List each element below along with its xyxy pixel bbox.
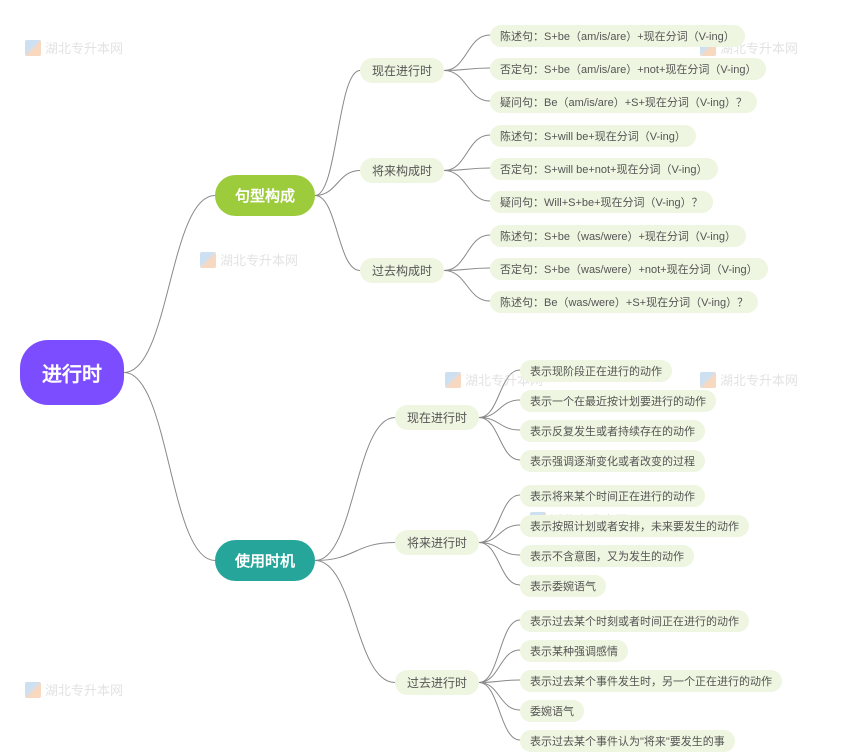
leaf-node: 表示反复发生或者持续存在的动作 <box>520 420 705 442</box>
leaf-node: 委婉语气 <box>520 700 584 722</box>
level2-node: 将来进行时 <box>395 530 479 555</box>
leaf-node: 表示不含意图，又为发生的动作 <box>520 545 694 567</box>
level2-node: 过去进行时 <box>395 670 479 695</box>
watermark: 湖北专升本网 <box>25 680 123 699</box>
leaf-node: 表示过去某个事件认为"将来"要发生的事 <box>520 730 735 752</box>
level1-node: 使用时机 <box>215 540 315 581</box>
leaf-node: 表示某种强调感情 <box>520 640 628 662</box>
leaf-node: 表示一个在最近按计划要进行的动作 <box>520 390 716 412</box>
leaf-node: 表示按照计划或者安排，未来要发生的动作 <box>520 515 749 537</box>
level2-node: 现在进行时 <box>360 58 444 83</box>
level2-node: 过去构成时 <box>360 258 444 283</box>
level2-node: 将来构成时 <box>360 158 444 183</box>
watermark: 湖北专升本网 <box>200 250 298 269</box>
leaf-node: 否定句：S+will be+not+现在分词（V-ing） <box>490 158 718 180</box>
leaf-node: 表示强调逐渐变化或者改变的过程 <box>520 450 705 472</box>
leaf-node: 陈述句：S+be（was/were）+现在分词（V-ing） <box>490 225 746 247</box>
leaf-node: 疑问句：Be（am/is/are）+S+现在分词（V-ing）？ <box>490 91 757 113</box>
leaf-node: 陈述句：S+will be+现在分词（V-ing） <box>490 125 696 147</box>
leaf-node: 陈述句：S+be（am/is/are）+现在分词（V-ing） <box>490 25 745 47</box>
level2-node: 现在进行时 <box>395 405 479 430</box>
leaf-node: 表示过去某个事件发生时，另一个正在进行的动作 <box>520 670 782 692</box>
leaf-node: 表示委婉语气 <box>520 575 606 597</box>
watermark: 湖北专升本网 <box>700 370 798 389</box>
leaf-node: 否定句：S+be（am/is/are）+not+现在分词（V-ing） <box>490 58 766 80</box>
leaf-node: 表示过去某个时刻或者时间正在进行的动作 <box>520 610 749 632</box>
root-node: 进行时 <box>20 340 124 405</box>
watermark: 湖北专升本网 <box>25 38 123 57</box>
leaf-node: 陈述句：Be（was/were）+S+现在分词（V-ing）？ <box>490 291 758 313</box>
leaf-node: 疑问句：Will+S+be+现在分词（V-ing）？ <box>490 191 713 213</box>
level1-node: 句型构成 <box>215 175 315 216</box>
leaf-node: 否定句：S+be（was/were）+not+现在分词（V-ing） <box>490 258 768 280</box>
leaf-node: 表示现阶段正在进行的动作 <box>520 360 672 382</box>
leaf-node: 表示将来某个时间正在进行的动作 <box>520 485 705 507</box>
connector-layer <box>0 0 866 755</box>
